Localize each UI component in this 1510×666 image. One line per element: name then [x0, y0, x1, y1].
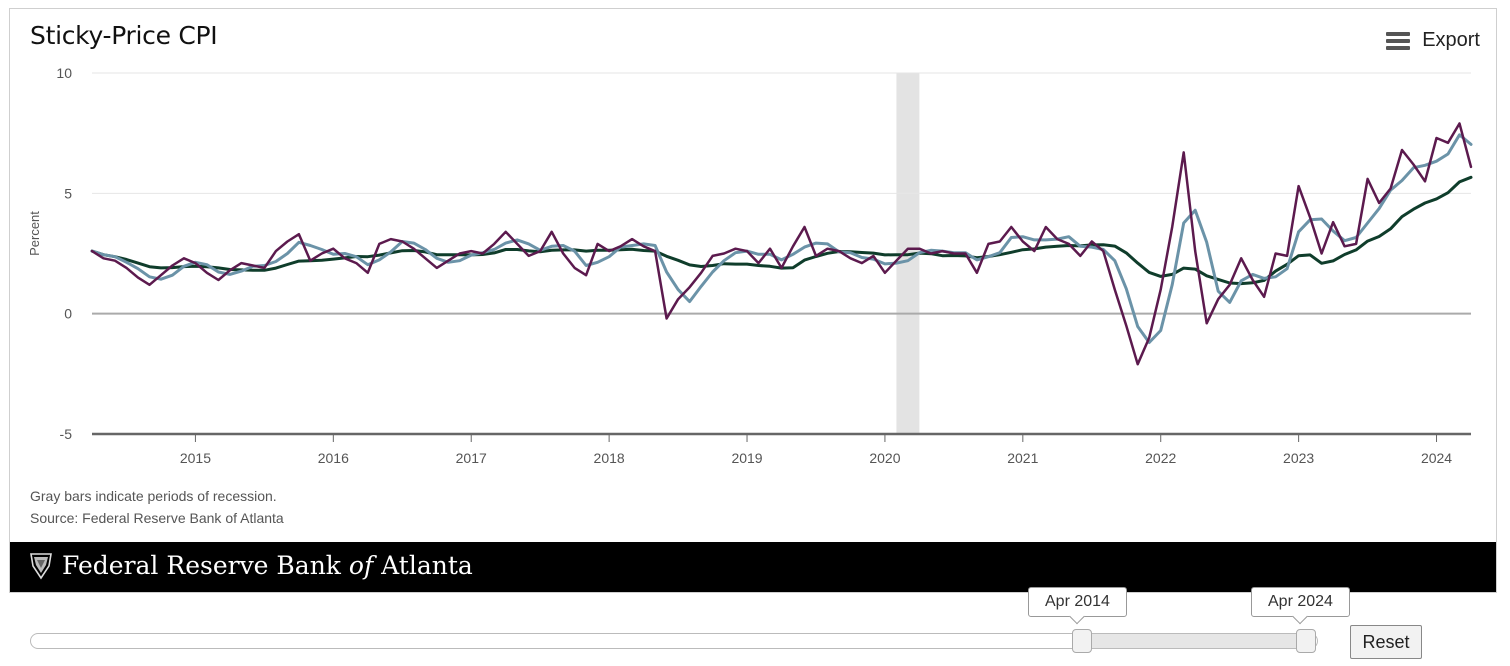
reset-button[interactable]: Reset [1350, 625, 1422, 659]
y-tick-label: 0 [64, 306, 72, 322]
y-tick-label: 5 [64, 185, 72, 201]
x-tick-label: 2020 [869, 450, 900, 466]
footer-bank-name: Federal Reserve Bank of Atlanta [62, 551, 473, 580]
x-tick-label: 2023 [1283, 450, 1314, 466]
navigator-selected-range[interactable] [1082, 634, 1306, 648]
x-tick-label: 2015 [180, 450, 211, 466]
range-navigator[interactable] [30, 629, 1318, 653]
x-tick-label: 2019 [731, 450, 762, 466]
hamburger-menu-icon [1386, 31, 1411, 50]
export-button[interactable]: Export [1386, 29, 1480, 52]
series-line-monthly [90, 122, 1473, 366]
x-tick-label: 2016 [318, 450, 349, 466]
chart-container: Sticky-Price CPI Export -5 0 5 10 2015 2016 20… [9, 8, 1497, 593]
series-line-3m [90, 133, 1473, 344]
x-tick-label: 2018 [594, 450, 625, 466]
navigator-start-label: Apr 2014 [1028, 587, 1127, 617]
y-tick-label: 10 [56, 65, 72, 81]
y-axis-label: Percent [27, 211, 42, 256]
source-note: Source: Federal Reserve Bank of Atlanta [30, 510, 284, 526]
eagle-seal-icon [30, 553, 52, 580]
x-tick-label: 2021 [1007, 450, 1038, 466]
export-label: Export [1422, 29, 1480, 51]
navigator-left-handle[interactable] [1072, 629, 1092, 653]
footer-band: Federal Reserve Bank of Atlanta [10, 542, 1496, 592]
chart-notes: Gray bars indicate periods of recession.… [30, 485, 284, 529]
x-tick-label: 2024 [1421, 450, 1452, 466]
x-tick-label: 2022 [1145, 450, 1176, 466]
navigator-right-handle[interactable] [1296, 629, 1316, 653]
x-tick-label: 2017 [456, 450, 487, 466]
recession-note: Gray bars indicate periods of recession. [30, 488, 277, 504]
y-tick-label: -5 [60, 426, 73, 442]
chart-title: Sticky-Price CPI [30, 21, 218, 50]
navigator-end-label: Apr 2024 [1251, 587, 1350, 617]
line-chart: -5 0 5 10 2015 2016 2017 2018 2019 2020 2021 2022 20… [27, 65, 1473, 466]
